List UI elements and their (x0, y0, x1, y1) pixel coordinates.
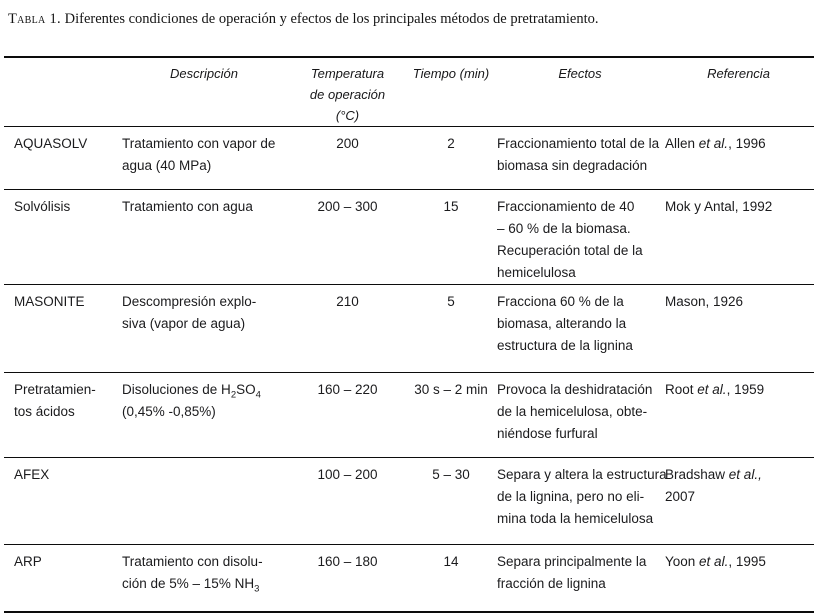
method-cell: ARP (14, 554, 42, 569)
time-cell: 15 (443, 199, 459, 214)
reference-cell: Root et al., 1959 (665, 382, 765, 397)
method-cell: AFEX (14, 467, 50, 482)
header-tiempo: Tiempo (min) (412, 66, 490, 81)
time-cell: 30 s – 2 min (414, 382, 488, 397)
temperature-cell: 160 – 180 (317, 554, 378, 569)
reference-cell: Mok y Antal, 1992 (665, 199, 773, 214)
effects-cell: Fraccionamiento total de la biomasa sin … (497, 136, 660, 173)
table-row-afex: AFEX 100 – 200 5 – 30 Separa y altera la… (4, 458, 814, 545)
pretreatment-methods-table: Descripción Temperatura de operación (°C… (4, 56, 814, 613)
description-cell: Tratamiento con agua (122, 199, 253, 214)
method-cell: Pretratamien- tos ácidos (14, 382, 96, 419)
reference-cell: Allen et al., 1996 (665, 136, 766, 151)
table-caption: Diferentes condiciones de operación y ef… (60, 11, 599, 27)
table-row-pretratamientos-acidos: Pretratamien- tos ácidos Disoluciones de… (4, 373, 814, 458)
header-referencia: Referencia (707, 66, 770, 81)
temperature-cell: 200 (336, 136, 359, 151)
description-cell: Tratamiento con disolu-ción de 5% – 15% … (122, 554, 263, 595)
header-method (4, 58, 122, 63)
table-row-arp: ARP Tratamiento con disolu-ción de 5% – … (4, 545, 814, 611)
table-row-masonite: MASONITE Descompresión explo- siva (vapo… (4, 285, 814, 373)
effects-cell: Separa principalmente la fracción de lig… (497, 554, 647, 591)
temperature-cell: 210 (336, 294, 359, 309)
temperature-cell: 100 – 200 (317, 467, 378, 482)
table-row-aquasolv: AQUASOLV Tratamiento con vapor de agua (… (4, 127, 814, 190)
time-cell: 5 – 30 (432, 467, 470, 482)
effects-cell: Fraccionamiento de 40 – 60 % de la bioma… (497, 199, 643, 280)
effects-cell: Separa y altera la estructura de la lign… (497, 467, 667, 526)
table-row-solvolisis: Solvólisis Tratamiento con agua 200 – 30… (4, 190, 814, 285)
reference-cell: Bradshaw et al., 2007 (665, 467, 762, 504)
effects-cell: Provoca la deshidratación de la hemicelu… (497, 382, 653, 441)
method-cell: MASONITE (14, 294, 85, 309)
description-cell (122, 458, 290, 464)
reference-cell: Mason, 1926 (665, 294, 744, 309)
description-cell: Tratamiento con vapor de agua (40 MPa) (122, 136, 276, 173)
temperature-cell: 200 – 300 (317, 199, 378, 214)
time-cell: 2 (447, 136, 455, 151)
table-number-label: Tabla 1. (8, 11, 61, 27)
method-cell: AQUASOLV (14, 136, 88, 151)
header-efectos: Efectos (558, 66, 602, 81)
header-descripcion: Descripción (170, 66, 238, 81)
temperature-cell: 160 – 220 (317, 382, 378, 397)
time-cell: 5 (447, 294, 455, 309)
table-title: Tabla 1. Diferentes condiciones de opera… (8, 10, 599, 28)
description-cell: Descompresión explo- siva (vapor de agua… (122, 294, 257, 331)
method-cell: Solvólisis (14, 199, 71, 214)
description-cell: Disoluciones de H2SO4 (0,45% -0,85%) (122, 382, 261, 419)
header-temperatura: Temperatura de operación (°C) (309, 66, 386, 123)
time-cell: 14 (443, 554, 459, 569)
effects-cell: Fracciona 60 % de la biomasa, alterando … (497, 294, 633, 353)
reference-cell: Yoon et al., 1995 (665, 554, 766, 569)
table-header-row: Descripción Temperatura de operación (°C… (4, 58, 814, 127)
